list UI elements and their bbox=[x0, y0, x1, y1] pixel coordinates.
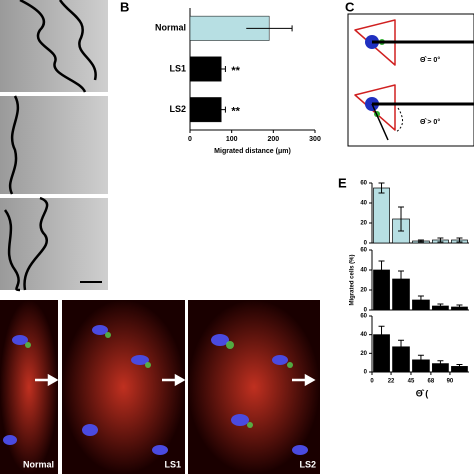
x-tick-label: 300 bbox=[309, 136, 321, 143]
x-tick-label: 200 bbox=[267, 136, 279, 143]
annotation: ** bbox=[231, 106, 240, 118]
error-bar bbox=[378, 182, 385, 194]
x-tick-label: 22 bbox=[388, 379, 395, 385]
y-tick-label: LS2 bbox=[169, 104, 186, 114]
x-tick-label: 100 bbox=[226, 136, 238, 143]
image-label: LS2 bbox=[299, 459, 316, 469]
y-tick-label: 40 bbox=[360, 332, 367, 338]
granules bbox=[25, 332, 293, 428]
panel-label: C bbox=[345, 0, 355, 14]
error-bar bbox=[378, 260, 385, 280]
error-bar bbox=[437, 237, 444, 243]
error-bar bbox=[417, 239, 424, 243]
x-tick-label: 0 bbox=[188, 136, 192, 143]
x-tick-label: 0 bbox=[370, 379, 374, 385]
x-tick-label: 45 bbox=[408, 379, 415, 385]
bar bbox=[189, 97, 222, 123]
image-label: LS1 bbox=[164, 459, 181, 469]
x-axis-label: Θ̂ ( bbox=[416, 388, 429, 398]
error-bar bbox=[417, 295, 424, 305]
micrograph bbox=[188, 300, 320, 474]
panel-a bbox=[0, 0, 108, 292]
error-bar bbox=[398, 339, 405, 354]
angle-arc bbox=[395, 107, 403, 133]
panel-d: Normal LS1 LS2 bbox=[0, 300, 320, 474]
error-bar bbox=[217, 66, 226, 72]
y-tick-label: 0 bbox=[364, 308, 368, 314]
error-bar bbox=[398, 270, 405, 288]
error-bar bbox=[417, 354, 424, 366]
x-tick-label: 90 bbox=[447, 379, 454, 385]
angle-label: Θ̂ > 0° bbox=[420, 118, 440, 126]
micrograph bbox=[62, 300, 185, 474]
micrograph bbox=[0, 0, 108, 92]
error-bar bbox=[378, 325, 385, 344]
wound-edge bbox=[3, 196, 49, 292]
frame bbox=[347, 13, 474, 147]
nuclei bbox=[3, 325, 308, 455]
error-bar bbox=[437, 303, 444, 309]
error-bar bbox=[456, 304, 463, 310]
x-axis-label: Migrated distance (μm) bbox=[214, 148, 291, 155]
micrograph bbox=[0, 300, 58, 474]
error-bar bbox=[398, 206, 405, 232]
error-bar bbox=[246, 25, 293, 32]
error-bar bbox=[456, 237, 463, 243]
bar bbox=[189, 56, 222, 82]
y-tick-label: 20 bbox=[360, 351, 367, 357]
y-tick-label: 20 bbox=[360, 221, 367, 227]
y-tick-label: 40 bbox=[360, 201, 367, 207]
y-axis-label: Migrated cells (%) bbox=[350, 254, 356, 305]
y-tick-label: 20 bbox=[360, 288, 367, 294]
micrograph bbox=[0, 198, 108, 290]
wound-edge bbox=[19, 0, 97, 93]
error-bar bbox=[437, 360, 444, 367]
y-tick-label: LS1 bbox=[169, 63, 186, 73]
y-tick-label: 60 bbox=[360, 314, 367, 320]
error-bar bbox=[456, 364, 463, 369]
y-tick-label: 60 bbox=[360, 248, 367, 254]
golgi-vector bbox=[371, 103, 389, 141]
y-tick-label: 40 bbox=[360, 268, 367, 274]
panel-label: E bbox=[338, 175, 347, 190]
panel-c: C Θ̂ = 0° Θ̂ > 0° bbox=[345, 0, 474, 147]
panel-label: B bbox=[120, 0, 129, 14]
wound-edge bbox=[8, 95, 20, 195]
bar bbox=[373, 187, 390, 244]
x-tick-label: 68 bbox=[428, 379, 435, 385]
y-tick-label: 0 bbox=[364, 241, 368, 247]
direction-arrows bbox=[35, 373, 316, 387]
error-bar bbox=[217, 106, 226, 113]
image-label: Normal bbox=[23, 459, 54, 469]
y-tick-label: 60 bbox=[360, 181, 367, 187]
angle-label: Θ̂ = 0° bbox=[420, 56, 440, 64]
micrograph bbox=[0, 96, 108, 194]
y-tick-label: 0 bbox=[364, 370, 368, 376]
annotation: ** bbox=[231, 65, 240, 77]
y-tick-label: Normal bbox=[155, 23, 186, 33]
